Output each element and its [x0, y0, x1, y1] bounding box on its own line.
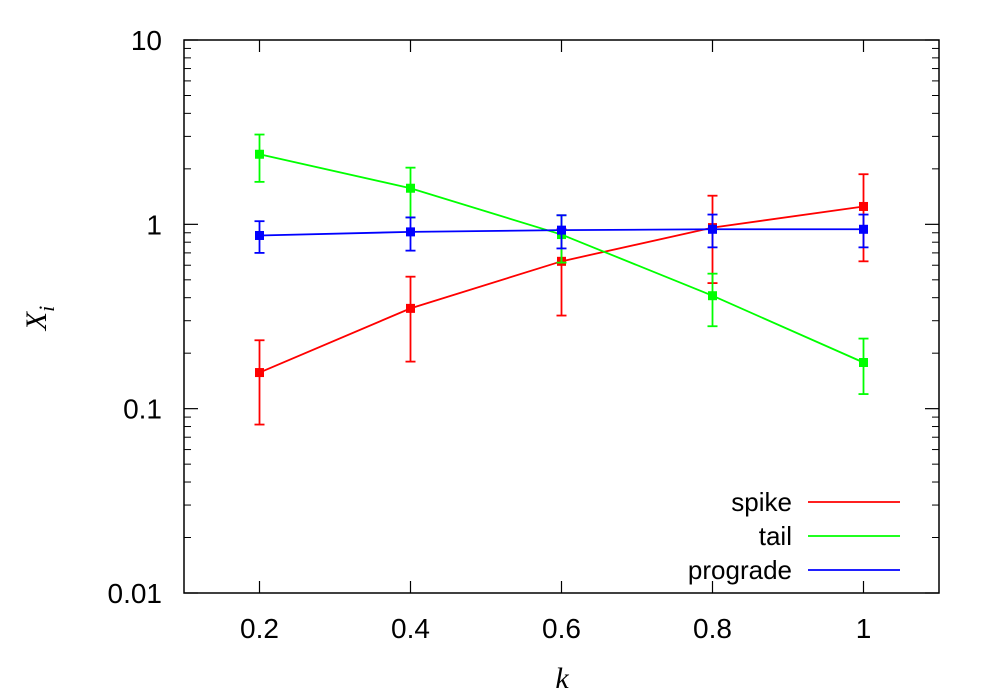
x-tick-label: 0.6: [542, 613, 581, 644]
data-point: [255, 149, 264, 159]
y-tick-label: 0.01: [108, 578, 163, 609]
x-axis-label: k: [555, 662, 569, 695]
data-point: [557, 225, 566, 235]
y-tick-label: 10: [131, 25, 162, 56]
legend-label-spike: spike: [731, 487, 792, 517]
x-tick-label: 0.4: [391, 613, 430, 644]
y-axis-label-main: X: [20, 310, 53, 331]
y-tick-label: 0.1: [123, 394, 162, 425]
legend-label-prograde: prograde: [688, 555, 792, 585]
axis-ticks: [184, 39, 939, 594]
x-tick-label: 0.8: [693, 613, 732, 644]
legend-label-tail: tail: [759, 521, 792, 551]
x-tick-label: 1: [856, 613, 872, 644]
y-axis-label-sub: i: [34, 306, 59, 312]
data-point: [406, 227, 415, 237]
y-axis-label: Xi: [20, 306, 59, 331]
svg-text:Xi: Xi: [20, 306, 59, 331]
data-point: [406, 183, 415, 193]
data-point: [859, 201, 868, 211]
series-layer: [254, 133, 869, 426]
series-spike: [254, 173, 869, 426]
data-point: [708, 291, 717, 301]
legend: spike tail prograde: [688, 487, 900, 585]
data-point: [708, 224, 717, 234]
x-tick-label: 0.2: [240, 613, 279, 644]
data-point: [406, 303, 415, 313]
series-prograde: [254, 213, 869, 254]
plot-frame: [183, 39, 940, 594]
data-point: [859, 358, 868, 368]
data-point: [859, 224, 868, 234]
data-point: [255, 368, 264, 378]
data-point: [255, 230, 264, 240]
y-tick-label: 1: [146, 209, 162, 240]
tick-labels: 0.2 0.4 0.6 0.8 1 0.01 0.1 1 10: [108, 25, 872, 644]
